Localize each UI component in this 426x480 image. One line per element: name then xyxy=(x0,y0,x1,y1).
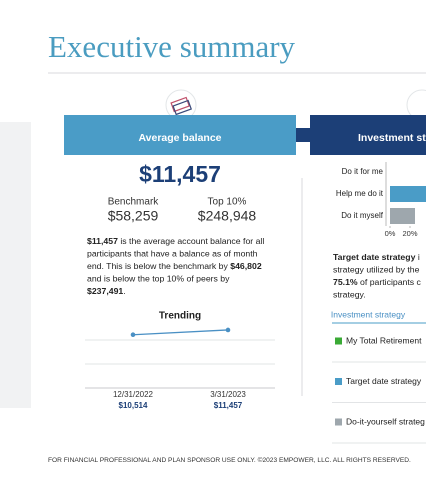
trend-date: 3/31/2023 xyxy=(210,390,246,399)
benchmark-value: $58,259 xyxy=(108,208,159,224)
trend-title: Trending xyxy=(159,311,201,322)
bar xyxy=(390,186,426,202)
table-header: Investment strategy xyxy=(331,309,406,319)
paragraph-run: $237,491 xyxy=(87,286,123,296)
paragraph-run: $46,802 xyxy=(230,261,262,271)
balance-header xyxy=(64,115,296,155)
paragraph-run: Target date strategy xyxy=(333,252,416,262)
legend-swatch xyxy=(335,337,342,345)
paragraph-run: end. This is below the benchmark by xyxy=(87,261,230,271)
top-value: $248,948 xyxy=(198,208,257,224)
connector xyxy=(296,128,310,142)
legend-swatch xyxy=(335,418,342,426)
row-label: Target date strategy xyxy=(346,376,422,386)
paragraph-line: end. This is below the benchmark by $46,… xyxy=(87,261,262,271)
paragraph-line: strategy. xyxy=(333,290,366,300)
paragraph-run: $11,457 xyxy=(87,236,118,246)
bar xyxy=(390,208,415,224)
paragraph-run: 75.1% xyxy=(333,277,358,287)
paragraph-run: and is below the top 10% of peers by xyxy=(87,274,230,284)
row-label: My Total Retirement xyxy=(346,335,422,345)
page-title: Executive summary xyxy=(48,29,296,64)
row-label: Do-it-yourself strateg xyxy=(346,416,425,426)
side-panel xyxy=(0,122,31,408)
x-tick-label: 0% xyxy=(385,229,396,238)
paragraph-line: strategy utilized by the xyxy=(333,265,420,275)
bar-label: Do it myself xyxy=(341,211,384,220)
paragraph-run: of participants c xyxy=(358,277,422,287)
paragraph-run: participants that have a balance as of m… xyxy=(87,249,258,259)
paragraph-line: participants that have a balance as of m… xyxy=(87,249,258,259)
trend-point xyxy=(130,332,136,338)
strategy-title: Investment stra xyxy=(358,132,426,144)
bar-label: Help me do it xyxy=(336,189,384,198)
paragraph-run: strategy utilized by the xyxy=(333,265,420,275)
paragraph-run: is the average account balance for all xyxy=(118,236,264,246)
trend-line xyxy=(132,329,229,336)
paragraph-run: . xyxy=(123,286,125,296)
balance-title: Average balance xyxy=(138,132,221,144)
paragraph-run: i xyxy=(415,252,419,262)
x-tick-label: 20% xyxy=(402,229,417,238)
trend-value: $10,514 xyxy=(119,401,148,410)
trend-point xyxy=(225,327,231,333)
strategy-header xyxy=(310,115,426,155)
paragraph-run: strategy. xyxy=(333,290,366,300)
balance-amount: $11,457 xyxy=(139,161,221,187)
benchmark-label: Benchmark xyxy=(108,197,160,208)
legend-swatch xyxy=(335,378,342,385)
paragraph-line: $237,491. xyxy=(87,286,126,296)
trend-value: $11,457 xyxy=(214,401,243,410)
footer: FOR FINANCIAL PROFESSIONAL AND PLAN SPON… xyxy=(48,456,411,464)
top-label: Top 10% xyxy=(208,197,247,208)
trend-date: 12/31/2022 xyxy=(113,390,154,399)
paragraph-line: 75.1% of participants c xyxy=(333,277,422,287)
paragraph-line: $11,457 is the average account balance f… xyxy=(87,236,264,246)
money-icon xyxy=(170,96,192,116)
paragraph-line: and is below the top 10% of peers by xyxy=(87,274,230,284)
bar-label: Do it for me xyxy=(342,167,384,176)
paragraph-line: Target date strategy i xyxy=(333,252,420,262)
